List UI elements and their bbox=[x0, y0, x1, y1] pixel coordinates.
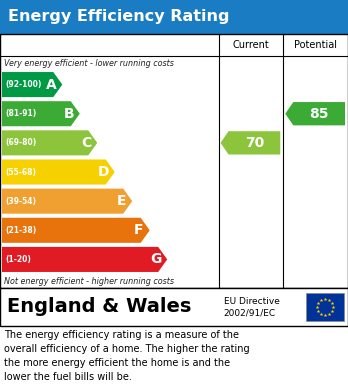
Text: (81-91): (81-91) bbox=[5, 109, 36, 118]
Polygon shape bbox=[2, 160, 115, 185]
Bar bbox=[306, 293, 344, 321]
Text: B: B bbox=[63, 107, 74, 121]
Text: (21-38): (21-38) bbox=[5, 226, 36, 235]
Polygon shape bbox=[285, 102, 345, 126]
Polygon shape bbox=[2, 101, 80, 126]
Text: The energy efficiency rating is a measure of the
overall efficiency of a home. T: The energy efficiency rating is a measur… bbox=[4, 330, 250, 382]
Polygon shape bbox=[2, 72, 62, 97]
Text: Very energy efficient - lower running costs: Very energy efficient - lower running co… bbox=[4, 59, 174, 68]
Text: (69-80): (69-80) bbox=[5, 138, 36, 147]
Text: (92-100): (92-100) bbox=[5, 80, 41, 89]
Text: (1-20): (1-20) bbox=[5, 255, 31, 264]
Text: D: D bbox=[98, 165, 110, 179]
Text: England & Wales: England & Wales bbox=[7, 298, 191, 316]
Polygon shape bbox=[221, 131, 280, 154]
Text: Not energy efficient - higher running costs: Not energy efficient - higher running co… bbox=[4, 276, 174, 285]
Text: 85: 85 bbox=[309, 107, 329, 121]
Polygon shape bbox=[2, 130, 97, 155]
Text: 70: 70 bbox=[245, 136, 264, 150]
Bar bbox=[0, 288, 348, 326]
Text: E: E bbox=[117, 194, 126, 208]
Polygon shape bbox=[2, 218, 150, 243]
Bar bbox=[0, 0, 348, 34]
Text: Energy Efficiency Rating: Energy Efficiency Rating bbox=[8, 9, 229, 25]
Text: EU Directive
2002/91/EC: EU Directive 2002/91/EC bbox=[223, 297, 279, 317]
Text: (55-68): (55-68) bbox=[5, 167, 36, 176]
Polygon shape bbox=[2, 188, 132, 213]
Text: (39-54): (39-54) bbox=[5, 197, 36, 206]
Text: Current: Current bbox=[232, 40, 269, 50]
Polygon shape bbox=[2, 247, 167, 272]
Text: A: A bbox=[46, 77, 57, 91]
Text: Potential: Potential bbox=[294, 40, 337, 50]
Text: G: G bbox=[150, 253, 162, 266]
Text: F: F bbox=[134, 223, 143, 237]
Text: C: C bbox=[81, 136, 92, 150]
Bar bbox=[0, 34, 348, 288]
